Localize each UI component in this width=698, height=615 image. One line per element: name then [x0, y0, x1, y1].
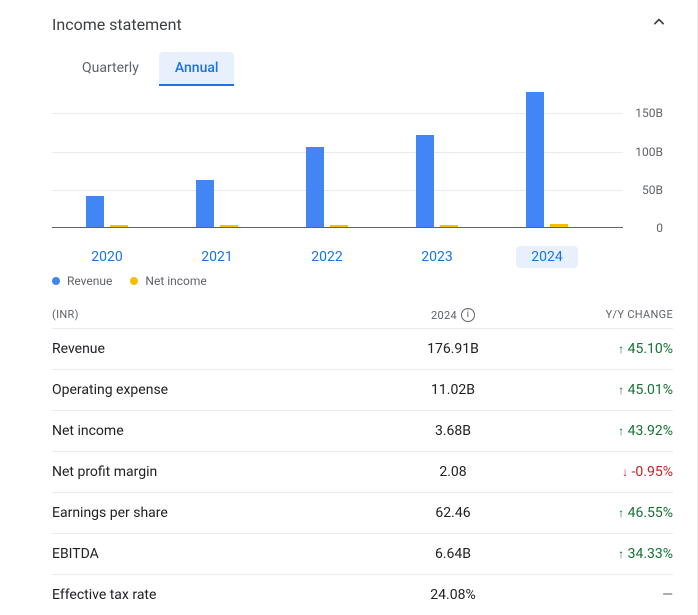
chart-x-tick-label[interactable]: 2023 — [402, 246, 472, 268]
metric-label: Net profit margin — [52, 464, 373, 480]
arrow-down-icon: ↓ — [622, 465, 628, 479]
revenue-chart: 0 50B 100B 150B 2020 2021 2022 2023 2024 — [52, 98, 673, 268]
arrow-up-icon: ↑ — [618, 547, 624, 561]
chart-bar — [550, 224, 568, 227]
metric-label: Effective tax rate — [52, 587, 373, 603]
legend-item: Revenue — [52, 274, 112, 288]
chart-bar — [526, 92, 544, 227]
chart-y-tick-label: 0 — [656, 221, 663, 235]
chart-bar — [220, 225, 238, 227]
section-header[interactable]: Income statement — [0, 0, 697, 44]
arrow-up-icon: ↑ — [618, 424, 624, 438]
table-header-row: (INR) 2024 i Y/Y CHANGE — [52, 302, 673, 328]
chart-y-tick-label: 50B — [642, 183, 663, 197]
chart-bar — [86, 196, 104, 227]
metric-label: Earnings per share — [52, 505, 373, 521]
metric-value: 3.68B — [373, 423, 533, 439]
chart-x-tick-label[interactable]: 2024 — [516, 246, 578, 268]
collapse-icon[interactable] — [645, 8, 673, 40]
income-statement-card: Income statement Quarterly Annual 0 50B 10… — [0, 0, 698, 615]
period-tabs: Quarterly Annual — [0, 44, 697, 86]
legend-label: Revenue — [67, 274, 112, 288]
info-icon[interactable]: i — [461, 308, 475, 322]
section-title: Income statement — [52, 15, 182, 34]
arrow-up-icon: ↑ — [618, 342, 624, 356]
chart-bar — [306, 147, 324, 227]
metric-value: 6.64B — [373, 546, 533, 562]
arrow-up-icon: ↑ — [618, 383, 624, 397]
legend-label: Net income — [145, 274, 206, 288]
table-row: Revenue176.91B↑ 45.10% — [52, 328, 673, 369]
metric-change: — — [533, 587, 673, 603]
table-header-change: Y/Y CHANGE — [533, 308, 673, 322]
chart-bar — [196, 180, 214, 227]
metric-label: Revenue — [52, 341, 373, 357]
chart-bar-group[interactable] — [72, 196, 142, 227]
chart-bar — [330, 225, 348, 227]
metric-change: ↑ 46.55% — [533, 505, 673, 521]
chart-plot — [52, 98, 623, 228]
financials-table: (INR) 2024 i Y/Y CHANGE Revenue176.91B↑ … — [52, 302, 673, 615]
metric-change: ↑ 34.33% — [533, 546, 673, 562]
legend-dot-icon — [52, 277, 60, 285]
chart-bar-group[interactable] — [182, 180, 252, 227]
table-row: EBITDA6.64B↑ 34.33% — [52, 533, 673, 574]
metric-change: ↑ 45.10% — [533, 341, 673, 357]
metric-value: 24.08% — [373, 587, 533, 603]
chart-bar-group[interactable] — [292, 147, 362, 227]
chart-legend: Revenue Net income — [0, 268, 697, 288]
arrow-up-icon: ↑ — [618, 506, 624, 520]
chart-x-tick-label[interactable]: 2022 — [292, 246, 362, 268]
metric-change: ↑ 45.01% — [533, 382, 673, 398]
metric-change: ↓ -0.95% — [533, 464, 673, 480]
chart-bar — [440, 225, 458, 227]
chart-x-tick-label[interactable]: 2020 — [72, 246, 142, 268]
metric-value: 2.08 — [373, 464, 533, 480]
legend-item: Net income — [130, 274, 206, 288]
chart-x-axis: 2020 2021 2022 2023 2024 — [52, 246, 623, 268]
chart-y-tick-label: 100B — [635, 145, 663, 159]
chart-x-tick-label[interactable]: 2021 — [182, 246, 252, 268]
table-header-currency: (INR) — [52, 308, 373, 322]
legend-dot-icon — [130, 277, 138, 285]
metric-label: EBITDA — [52, 546, 373, 562]
table-row: Operating expense11.02B↑ 45.01% — [52, 369, 673, 410]
metric-label: Net income — [52, 423, 373, 439]
table-header-value: 2024 i — [373, 308, 533, 322]
table-row: Net profit margin2.08↓ -0.95% — [52, 451, 673, 492]
table-row: Net income3.68B↑ 43.92% — [52, 410, 673, 451]
metric-value: 11.02B — [373, 382, 533, 398]
tab-annual[interactable]: Annual — [159, 52, 235, 86]
tab-quarterly[interactable]: Quarterly — [66, 52, 155, 86]
chart-bar — [110, 225, 128, 227]
table-row: Effective tax rate24.08%— — [52, 574, 673, 615]
chart-bar-group[interactable] — [402, 135, 472, 227]
metric-label: Operating expense — [52, 382, 373, 398]
metric-value: 176.91B — [373, 341, 533, 357]
table-row: Earnings per share62.46↑ 46.55% — [52, 492, 673, 533]
chart-bar-group[interactable] — [512, 92, 582, 227]
metric-change: ↑ 43.92% — [533, 423, 673, 439]
chart-bar — [416, 135, 434, 227]
metric-value: 62.46 — [373, 505, 533, 521]
chart-y-tick-label: 150B — [635, 106, 663, 120]
